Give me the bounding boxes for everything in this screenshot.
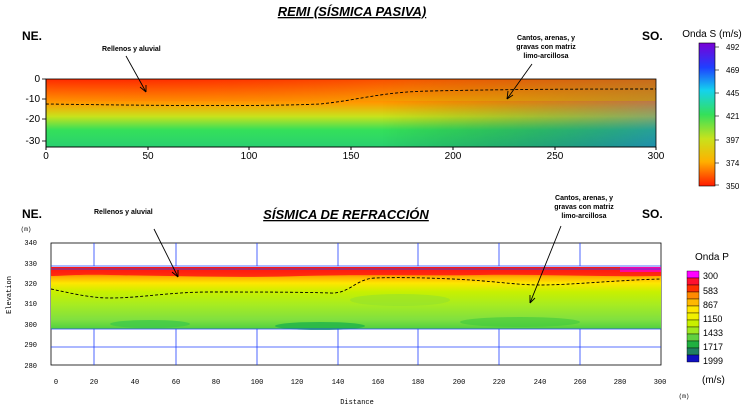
remi-colorbar-tick-6: 350 <box>726 182 740 191</box>
remi-label-cantos-line2: gravas con matriz <box>516 44 576 51</box>
remi-colorbar-tick-1: 469 <box>726 66 740 75</box>
refr-x-tick-1: 20 <box>90 379 98 387</box>
refr-x-tick-11: 220 <box>493 379 506 387</box>
refr-arrow-rellenos <box>153 228 179 278</box>
remi-section <box>45 78 657 148</box>
remi-colorbar-title: Onda S (m/s) <box>682 29 741 40</box>
refr-y-tick-1: 330 <box>24 261 37 269</box>
refr-x-tick-12: 240 <box>534 379 547 387</box>
refr-label-rellenos: Rellenos y aluvial <box>94 209 153 216</box>
refr-x-tick-15: 300 <box>654 379 667 387</box>
remi-x-tick-2: 100 <box>241 151 258 162</box>
refr-x-tick-0: 0 <box>54 379 58 387</box>
remi-x-tick-6: 300 <box>648 151 665 162</box>
remi-colorbar-tick-2: 445 <box>726 89 740 98</box>
refr-colorbar-tick-0: 300 <box>703 271 718 281</box>
refr-section <box>50 267 662 330</box>
refr-x-tick-6: 120 <box>291 379 304 387</box>
refr-colorbar-tick-6: 1999 <box>703 356 723 366</box>
refr-label-cantos: Cantos, arenas, y gravas con matriz limo… <box>554 195 614 220</box>
refr-colorbar-unit: (m/s) <box>702 375 725 386</box>
refr-colorbar-tick-2: 867 <box>703 300 718 310</box>
remi-label-rellenos: Rellenos y aluvial <box>102 46 161 53</box>
refr-colorbar-tick-5: 1717 <box>703 342 723 352</box>
refr-colorbar-tick-4: 1433 <box>703 328 723 338</box>
remi-y-axis: 0 -10 -20 -30 <box>26 74 47 147</box>
refr-y-tick-3: 310 <box>24 301 37 309</box>
remi-arrow-cantos <box>506 63 533 100</box>
remi-y-tick-1: -10 <box>26 94 41 105</box>
remi-label-cantos: Cantos, arenas, y gravas con matriz limo… <box>516 35 576 60</box>
refr-so-label: SO. <box>642 207 663 221</box>
refr-x-tick-9: 180 <box>412 379 425 387</box>
refr-x-axis-label: Distance <box>340 399 374 407</box>
refr-y-axis-label: Elevation <box>6 276 14 314</box>
remi-x-tick-3: 150 <box>343 151 360 162</box>
remi-interface-line <box>45 88 657 107</box>
refr-y-tick-0: 340 <box>24 240 37 248</box>
refr-x-tick-3: 60 <box>172 379 180 387</box>
remi-title: REMI (SÍSMICA PASIVA) <box>278 4 427 19</box>
refr-x-tick-8: 160 <box>372 379 385 387</box>
refr-label-cantos-line2: gravas con matriz <box>554 204 614 211</box>
refr-x-axis: 0 20 40 60 80 100 120 140 160 180 200 22… <box>54 379 666 387</box>
remi-colorbar: Onda S (m/s) 492 469 445 421 397 374 350 <box>682 29 741 191</box>
refr-colorbar-tick-1: 583 <box>703 286 718 296</box>
refr-x-tick-4: 80 <box>212 379 220 387</box>
refr-label-cantos-line3: limo-arcillosa <box>561 213 606 220</box>
refr-x-tick-2: 40 <box>131 379 139 387</box>
refr-y-tick-2: 320 <box>24 281 37 289</box>
refr-y-unit: (m) <box>21 226 32 233</box>
refr-grid <box>51 243 661 365</box>
refr-x-tick-5: 100 <box>251 379 264 387</box>
remi-x-axis: 0 50 100 150 200 250 300 <box>43 146 665 162</box>
remi-x-tick-1: 50 <box>142 151 154 162</box>
remi-colorbar-tick-3: 421 <box>726 112 740 121</box>
remi-colorbar-tick-4: 397 <box>726 136 740 145</box>
refr-y-tick-6: 280 <box>24 363 37 371</box>
remi-x-tick-4: 200 <box>445 151 462 162</box>
refr-ne-label: NE. <box>22 207 42 221</box>
refr-x-tick-13: 260 <box>574 379 587 387</box>
remi-y-tick-3: -30 <box>26 136 41 147</box>
remi-label-cantos-line1: Cantos, arenas, y <box>517 35 575 42</box>
refr-y-tick-5: 290 <box>24 342 37 350</box>
remi-x-tick-5: 250 <box>547 151 564 162</box>
remi-ne-label: NE. <box>22 29 42 43</box>
refr-label-cantos-line1: Cantos, arenas, y <box>555 195 613 202</box>
remi-so-label: SO. <box>642 29 663 43</box>
remi-label-cantos-line3: limo-arcillosa <box>523 53 568 60</box>
refr-colorbar-tick-3: 1150 <box>703 314 722 324</box>
refr-x-tick-10: 200 <box>453 379 466 387</box>
refr-colorbar: Onda P 300 583 867 1150 1433 1717 1999 (… <box>686 252 729 386</box>
remi-colorbar-tick-0: 492 <box>726 43 740 52</box>
remi-y-tick-2: -20 <box>26 114 41 125</box>
remi-y-tick-0: 0 <box>34 74 40 85</box>
refr-interface-line <box>50 277 662 299</box>
remi-colorbar-tick-5: 374 <box>726 159 740 168</box>
refr-arrow-cantos <box>529 225 562 304</box>
refr-x-tick-7: 140 <box>332 379 345 387</box>
refr-y-axis: 340 330 320 310 300 290 280 <box>24 240 37 371</box>
refr-colorbar-title: Onda P <box>695 252 729 263</box>
refr-x-unit: (m) <box>679 393 690 400</box>
remi-arrow-rellenos <box>125 55 147 93</box>
refr-x-tick-14: 280 <box>614 379 627 387</box>
remi-x-tick-0: 0 <box>43 151 49 162</box>
refr-y-tick-4: 300 <box>24 322 37 330</box>
refr-title: SÍSMICA DE REFRACCIÓN <box>263 207 429 222</box>
